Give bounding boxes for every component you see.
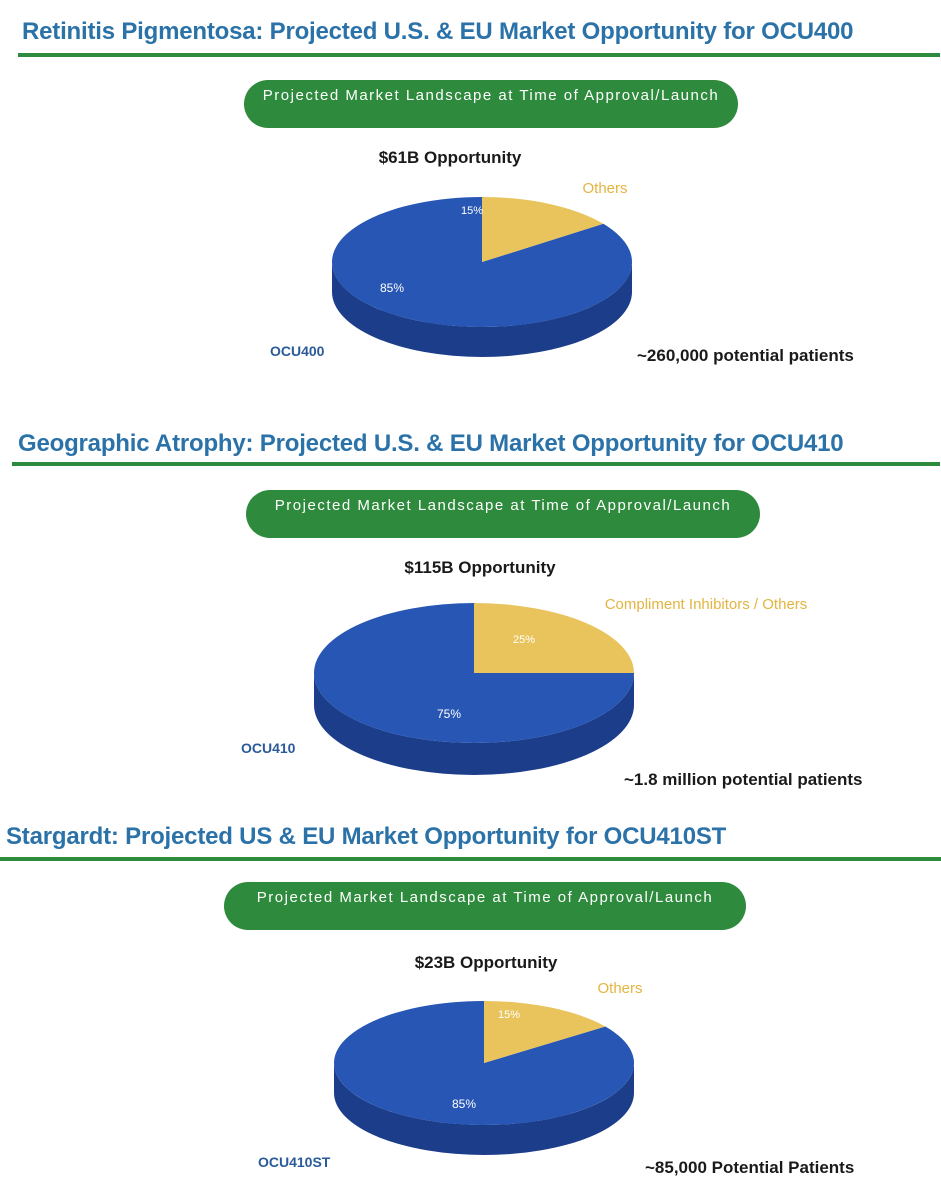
section-title: Geographic Atrophy: Projected U.S. & EU … [18, 430, 844, 457]
opportunity-label: $23B Opportunity [414, 953, 558, 972]
title-rule [0, 857, 941, 861]
patients-label: ~1.8 million potential patients [624, 770, 863, 789]
pie-slice-others [484, 1001, 606, 1063]
pct-label-main: 85% [380, 281, 404, 295]
pct-label-others: 15% [461, 205, 483, 217]
title-rule [18, 53, 940, 57]
section-ocu400: Retinitis Pigmentosa: Projected U.S. & E… [0, 0, 941, 400]
patients-label: ~260,000 potential patients [637, 346, 854, 365]
pct-label-main: 85% [452, 1097, 476, 1111]
patients-label: ~85,000 Potential Patients [645, 1158, 855, 1177]
pie-side [314, 673, 634, 775]
banner: Projected Market Landscape at Time of Ap… [224, 882, 746, 930]
pie-side [334, 1063, 634, 1155]
title-rule [12, 462, 940, 466]
pie-slice-others [482, 197, 604, 262]
pct-label-main: 75% [437, 707, 461, 721]
others-label: Compliment Inhibitors / Others [604, 596, 808, 613]
pie-side [332, 262, 632, 357]
pie-slice-others [474, 603, 634, 673]
banner: Projected Market Landscape at Time of Ap… [246, 490, 760, 538]
opportunity-label: $115B Opportunity [404, 558, 556, 577]
pie-chart: 85% 15% [334, 1001, 634, 1155]
opportunity-label: $61B Opportunity [378, 148, 522, 167]
ocu410-label: OCU410 [241, 740, 296, 756]
others-label: Others [582, 180, 628, 197]
section-title: Retinitis Pigmentosa: Projected U.S. & E… [22, 18, 854, 45]
pie-chart: 75% 25% [314, 603, 634, 775]
section-title: Stargardt: Projected US & EU Market Oppo… [6, 823, 727, 850]
banner: Projected Market Landscape at Time of Ap… [244, 80, 738, 128]
pct-label-others: 15% [498, 1009, 520, 1021]
section-ocu410: Geographic Atrophy: Projected U.S. & EU … [0, 0, 941, 789]
ocu410st-label: OCU410ST [258, 1154, 331, 1170]
others-label: Others [597, 980, 643, 997]
pie-chart: 85% 15% [332, 197, 632, 357]
ocu400-label: OCU400 [270, 343, 325, 359]
pct-label-others: 25% [513, 634, 535, 646]
